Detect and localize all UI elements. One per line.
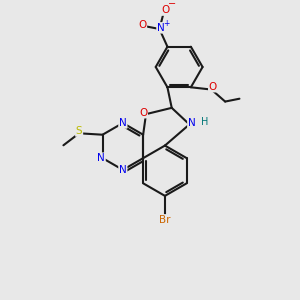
Text: O: O <box>209 82 217 92</box>
Text: N: N <box>119 165 127 175</box>
Text: S: S <box>76 126 83 136</box>
Text: N: N <box>157 23 165 33</box>
Text: N: N <box>188 118 196 128</box>
Text: Br: Br <box>159 215 171 225</box>
Text: N: N <box>119 118 127 128</box>
Text: +: + <box>164 19 170 28</box>
Text: O: O <box>138 20 146 30</box>
Text: N: N <box>97 153 105 163</box>
Text: O: O <box>139 108 147 118</box>
Text: O: O <box>161 5 169 15</box>
Text: H: H <box>202 117 209 127</box>
Text: −: − <box>168 0 176 9</box>
